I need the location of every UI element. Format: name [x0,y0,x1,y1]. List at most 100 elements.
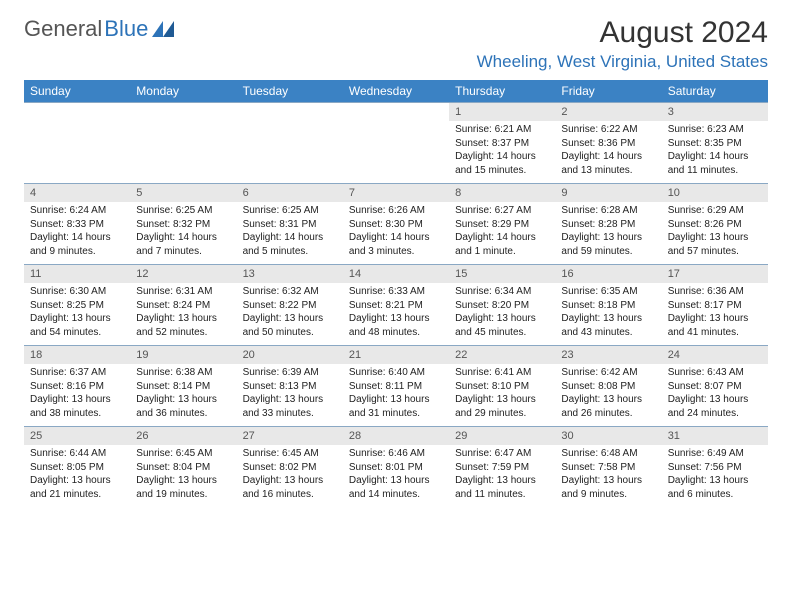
calendar-cell: 8Sunrise: 6:27 AMSunset: 8:29 PMDaylight… [449,184,555,265]
day-number: 21 [343,346,449,364]
day-number: 1 [449,103,555,121]
day-body: Sunrise: 6:30 AMSunset: 8:25 PMDaylight:… [24,283,130,345]
calendar-cell: 26Sunrise: 6:45 AMSunset: 8:04 PMDayligh… [130,427,236,508]
calendar-cell: 29Sunrise: 6:47 AMSunset: 7:59 PMDayligh… [449,427,555,508]
day-body: Sunrise: 6:43 AMSunset: 8:07 PMDaylight:… [662,364,768,426]
calendar-week-row: 4Sunrise: 6:24 AMSunset: 8:33 PMDaylight… [24,184,768,265]
day-body-empty [237,121,343,179]
calendar-cell: 7Sunrise: 6:26 AMSunset: 8:30 PMDaylight… [343,184,449,265]
day-body: Sunrise: 6:41 AMSunset: 8:10 PMDaylight:… [449,364,555,426]
calendar-cell: 18Sunrise: 6:37 AMSunset: 8:16 PMDayligh… [24,346,130,427]
day-number: 6 [237,184,343,202]
calendar-cell: 4Sunrise: 6:24 AMSunset: 8:33 PMDaylight… [24,184,130,265]
day-body: Sunrise: 6:40 AMSunset: 8:11 PMDaylight:… [343,364,449,426]
calendar-cell: 25Sunrise: 6:44 AMSunset: 8:05 PMDayligh… [24,427,130,508]
day-number: 2 [555,103,661,121]
day-header: Saturday [662,80,768,103]
day-body: Sunrise: 6:25 AMSunset: 8:32 PMDaylight:… [130,202,236,264]
calendar-cell: 5Sunrise: 6:25 AMSunset: 8:32 PMDaylight… [130,184,236,265]
day-number: 30 [555,427,661,445]
brand-text-blue: Blue [104,16,148,42]
calendar-cell: 9Sunrise: 6:28 AMSunset: 8:28 PMDaylight… [555,184,661,265]
day-body: Sunrise: 6:46 AMSunset: 8:01 PMDaylight:… [343,445,449,507]
calendar-cell: 27Sunrise: 6:45 AMSunset: 8:02 PMDayligh… [237,427,343,508]
day-number: 23 [555,346,661,364]
day-body: Sunrise: 6:22 AMSunset: 8:36 PMDaylight:… [555,121,661,183]
day-number: 4 [24,184,130,202]
location-text: Wheeling, West Virginia, United States [477,52,768,72]
calendar-cell: 21Sunrise: 6:40 AMSunset: 8:11 PMDayligh… [343,346,449,427]
calendar-cell: 28Sunrise: 6:46 AMSunset: 8:01 PMDayligh… [343,427,449,508]
day-body: Sunrise: 6:23 AMSunset: 8:35 PMDaylight:… [662,121,768,183]
page-header: GeneralBlue August 2024 Wheeling, West V… [24,16,768,72]
day-body: Sunrise: 6:27 AMSunset: 8:29 PMDaylight:… [449,202,555,264]
day-number: 27 [237,427,343,445]
calendar-cell: 6Sunrise: 6:25 AMSunset: 8:31 PMDaylight… [237,184,343,265]
calendar-head: SundayMondayTuesdayWednesdayThursdayFrid… [24,80,768,103]
day-body: Sunrise: 6:39 AMSunset: 8:13 PMDaylight:… [237,364,343,426]
calendar-cell: 11Sunrise: 6:30 AMSunset: 8:25 PMDayligh… [24,265,130,346]
day-number: 29 [449,427,555,445]
day-body: Sunrise: 6:31 AMSunset: 8:24 PMDaylight:… [130,283,236,345]
day-number: 16 [555,265,661,283]
brand-chevron-icon [152,21,174,37]
day-header: Sunday [24,80,130,103]
day-number: 3 [662,103,768,121]
day-number: 22 [449,346,555,364]
day-body: Sunrise: 6:45 AMSunset: 8:04 PMDaylight:… [130,445,236,507]
day-number-empty [343,103,449,121]
calendar-cell [237,103,343,184]
calendar-cell [130,103,236,184]
day-number: 13 [237,265,343,283]
day-body-empty [24,121,130,179]
brand-logo: GeneralBlue [24,16,174,42]
day-number: 7 [343,184,449,202]
day-number: 31 [662,427,768,445]
day-body: Sunrise: 6:24 AMSunset: 8:33 PMDaylight:… [24,202,130,264]
day-body-empty [130,121,236,179]
day-body-empty [343,121,449,179]
calendar-table: SundayMondayTuesdayWednesdayThursdayFrid… [24,80,768,507]
day-body: Sunrise: 6:37 AMSunset: 8:16 PMDaylight:… [24,364,130,426]
day-number: 17 [662,265,768,283]
calendar-cell: 10Sunrise: 6:29 AMSunset: 8:26 PMDayligh… [662,184,768,265]
calendar-cell: 2Sunrise: 6:22 AMSunset: 8:36 PMDaylight… [555,103,661,184]
day-number: 28 [343,427,449,445]
day-number: 5 [130,184,236,202]
day-body: Sunrise: 6:35 AMSunset: 8:18 PMDaylight:… [555,283,661,345]
calendar-cell: 3Sunrise: 6:23 AMSunset: 8:35 PMDaylight… [662,103,768,184]
calendar-cell: 24Sunrise: 6:43 AMSunset: 8:07 PMDayligh… [662,346,768,427]
day-body: Sunrise: 6:33 AMSunset: 8:21 PMDaylight:… [343,283,449,345]
day-body: Sunrise: 6:29 AMSunset: 8:26 PMDaylight:… [662,202,768,264]
calendar-cell: 22Sunrise: 6:41 AMSunset: 8:10 PMDayligh… [449,346,555,427]
calendar-body: 1Sunrise: 6:21 AMSunset: 8:37 PMDaylight… [24,103,768,508]
calendar-page: GeneralBlue August 2024 Wheeling, West V… [0,0,792,523]
calendar-cell: 14Sunrise: 6:33 AMSunset: 8:21 PMDayligh… [343,265,449,346]
calendar-cell: 19Sunrise: 6:38 AMSunset: 8:14 PMDayligh… [130,346,236,427]
day-number-empty [237,103,343,121]
calendar-cell: 23Sunrise: 6:42 AMSunset: 8:08 PMDayligh… [555,346,661,427]
calendar-week-row: 18Sunrise: 6:37 AMSunset: 8:16 PMDayligh… [24,346,768,427]
day-body: Sunrise: 6:28 AMSunset: 8:28 PMDaylight:… [555,202,661,264]
day-header: Thursday [449,80,555,103]
day-header: Monday [130,80,236,103]
day-number: 10 [662,184,768,202]
day-body: Sunrise: 6:44 AMSunset: 8:05 PMDaylight:… [24,445,130,507]
day-body: Sunrise: 6:34 AMSunset: 8:20 PMDaylight:… [449,283,555,345]
brand-text-general: General [24,16,102,42]
day-body: Sunrise: 6:42 AMSunset: 8:08 PMDaylight:… [555,364,661,426]
day-body: Sunrise: 6:25 AMSunset: 8:31 PMDaylight:… [237,202,343,264]
calendar-cell: 1Sunrise: 6:21 AMSunset: 8:37 PMDaylight… [449,103,555,184]
day-body: Sunrise: 6:21 AMSunset: 8:37 PMDaylight:… [449,121,555,183]
day-body: Sunrise: 6:48 AMSunset: 7:58 PMDaylight:… [555,445,661,507]
day-header: Wednesday [343,80,449,103]
day-number: 24 [662,346,768,364]
day-number: 25 [24,427,130,445]
calendar-cell: 17Sunrise: 6:36 AMSunset: 8:17 PMDayligh… [662,265,768,346]
title-block: August 2024 Wheeling, West Virginia, Uni… [477,16,768,72]
calendar-week-row: 1Sunrise: 6:21 AMSunset: 8:37 PMDaylight… [24,103,768,184]
calendar-week-row: 25Sunrise: 6:44 AMSunset: 8:05 PMDayligh… [24,427,768,508]
day-number: 8 [449,184,555,202]
day-body: Sunrise: 6:32 AMSunset: 8:22 PMDaylight:… [237,283,343,345]
day-number: 11 [24,265,130,283]
